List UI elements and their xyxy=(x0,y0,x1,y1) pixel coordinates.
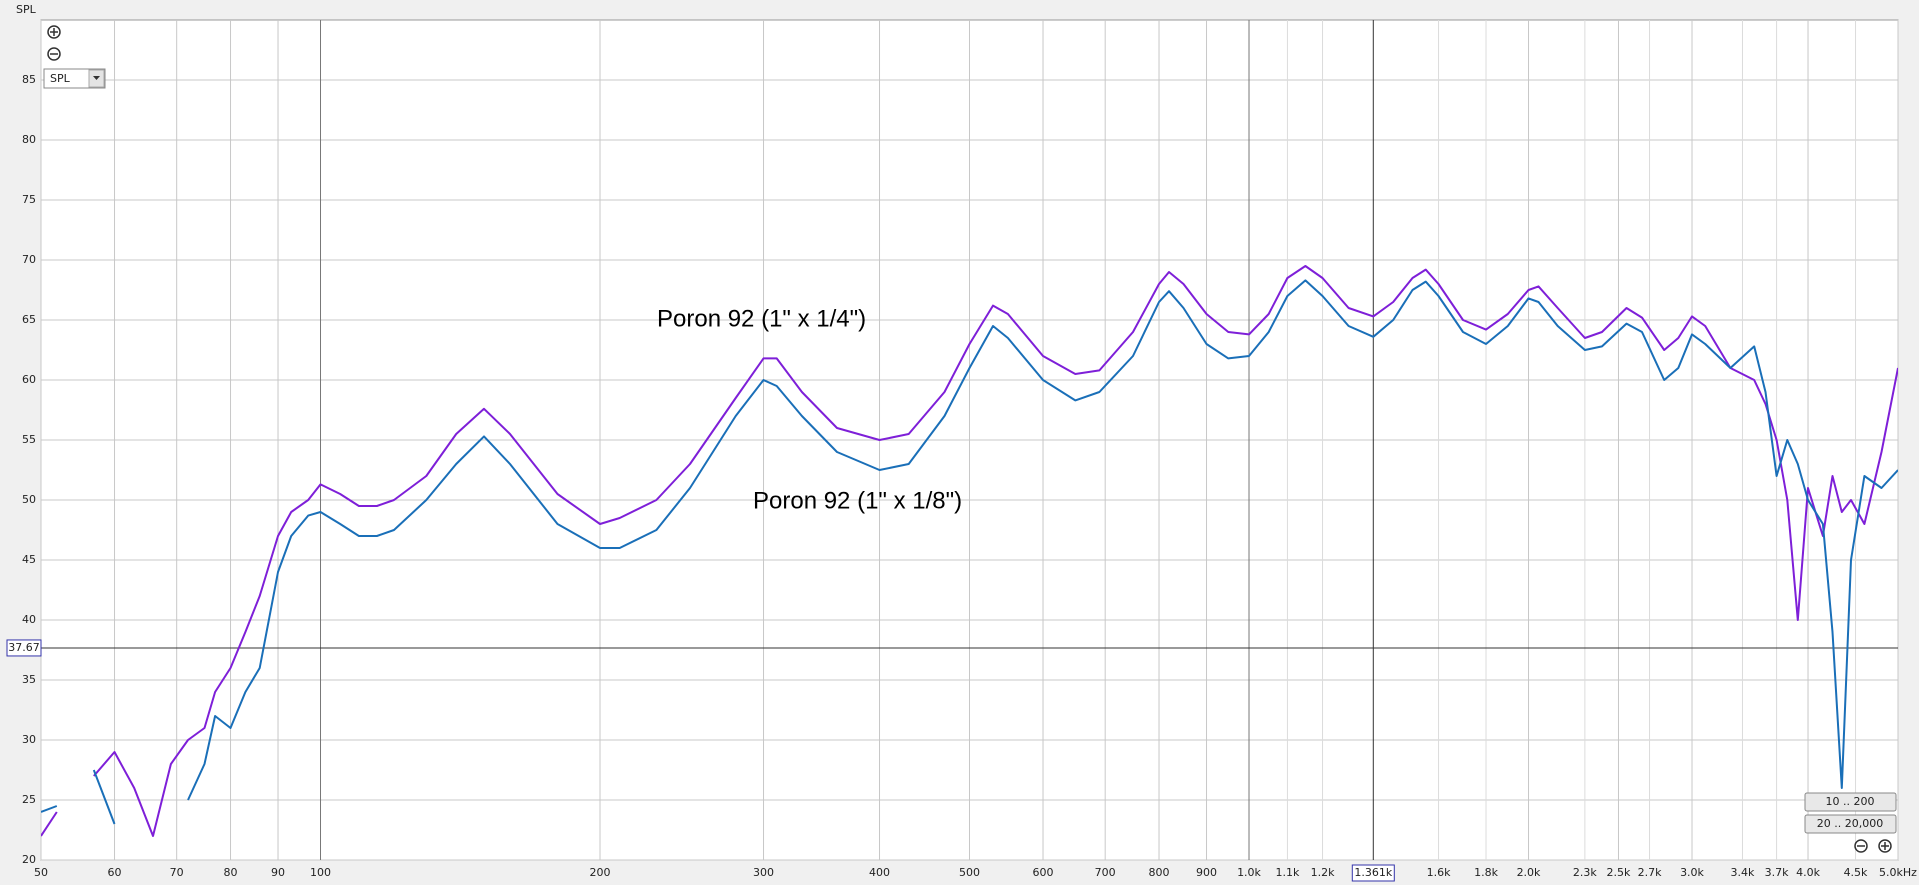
x-tick-label: 2.5k xyxy=(1607,866,1631,879)
x-tick-label: 800 xyxy=(1149,866,1170,879)
x-tick-label: 2.7k xyxy=(1638,866,1662,879)
y-tick-label: 85 xyxy=(22,73,36,86)
zoom-out[interactable] xyxy=(1854,839,1868,853)
y-tick-label: 30 xyxy=(22,733,36,746)
x-tick-label: 50 xyxy=(34,866,48,879)
x-tick-label: 60 xyxy=(108,866,122,879)
range-button[interactable]: 10 .. 200 xyxy=(1804,792,1897,812)
cursor-box xyxy=(1351,864,1395,882)
button-label: 10 .. 200 xyxy=(1826,795,1875,808)
series-line xyxy=(41,811,58,837)
zoom-in[interactable] xyxy=(1878,839,1892,853)
series-line xyxy=(92,769,116,825)
y-tick-label: 40 xyxy=(22,613,36,626)
x-tick-label: 2.3k xyxy=(1573,866,1597,879)
x-tick-label: 900 xyxy=(1196,866,1217,879)
x-tick-label: 1.6k xyxy=(1427,866,1451,879)
x-tick-label: 600 xyxy=(1033,866,1054,879)
y-tick-label: 60 xyxy=(22,373,36,386)
y-tick-label: 80 xyxy=(22,133,36,146)
x-tick-label: 500 xyxy=(959,866,980,879)
y-tick-label: 35 xyxy=(22,673,36,686)
x-tick-label: 5.0kHz xyxy=(1879,866,1917,879)
series-line xyxy=(187,279,1898,801)
y-tick-label: 70 xyxy=(22,253,36,266)
range-button[interactable]: 20 .. 20,000 xyxy=(1804,814,1897,834)
y-tick-label: 55 xyxy=(22,433,36,446)
x-tick-label: 400 xyxy=(869,866,890,879)
x-tick-label: 70 xyxy=(170,866,184,879)
x-tick-label: 80 xyxy=(224,866,238,879)
x-tick-label: 300 xyxy=(753,866,774,879)
x-tick-label: 90 xyxy=(271,866,285,879)
x-tick-label: 1.0k xyxy=(1237,866,1261,879)
y-tick-label: 65 xyxy=(22,313,36,326)
y-tick-label: 50 xyxy=(22,493,36,506)
zoom-in[interactable] xyxy=(47,25,61,39)
y-tick-label: 45 xyxy=(22,553,36,566)
cursor-y-label: 37.67 xyxy=(8,641,40,654)
x-tick-label: 3.0k xyxy=(1680,866,1704,879)
dropdown[interactable]: SPL xyxy=(43,68,106,89)
cursor-box xyxy=(6,639,42,657)
series-line xyxy=(41,805,58,813)
y-tick-label: 25 xyxy=(22,793,36,806)
x-tick-label: 2.0k xyxy=(1517,866,1541,879)
y-axis-label: SPL xyxy=(16,3,37,16)
zoom-out[interactable] xyxy=(47,47,61,61)
button-label: 20 .. 20,000 xyxy=(1817,817,1883,830)
annotation: Poron 92 (1" x 1/4") xyxy=(657,305,866,332)
x-tick-label: 1.1k xyxy=(1276,866,1300,879)
y-tick-label: 75 xyxy=(22,193,36,206)
annotation: Poron 92 (1" x 1/8") xyxy=(753,487,962,514)
y-tick-label: 20 xyxy=(22,853,36,866)
x-tick-label: 3.4k xyxy=(1731,866,1755,879)
x-tick-label: 3.7k xyxy=(1765,866,1789,879)
x-tick-label: 700 xyxy=(1095,866,1116,879)
series-line xyxy=(93,265,1898,837)
dropdown-label: SPL xyxy=(50,72,71,85)
x-tick-label: 100 xyxy=(310,866,331,879)
x-tick-label: 200 xyxy=(590,866,611,879)
cursor-x-label: 1.361k xyxy=(1354,866,1392,879)
x-tick-label: 1.2k xyxy=(1311,866,1335,879)
x-tick-label: 1.8k xyxy=(1474,866,1498,879)
x-tick-label: 4.5k xyxy=(1844,866,1868,879)
x-tick-label: 4.0k xyxy=(1796,866,1820,879)
